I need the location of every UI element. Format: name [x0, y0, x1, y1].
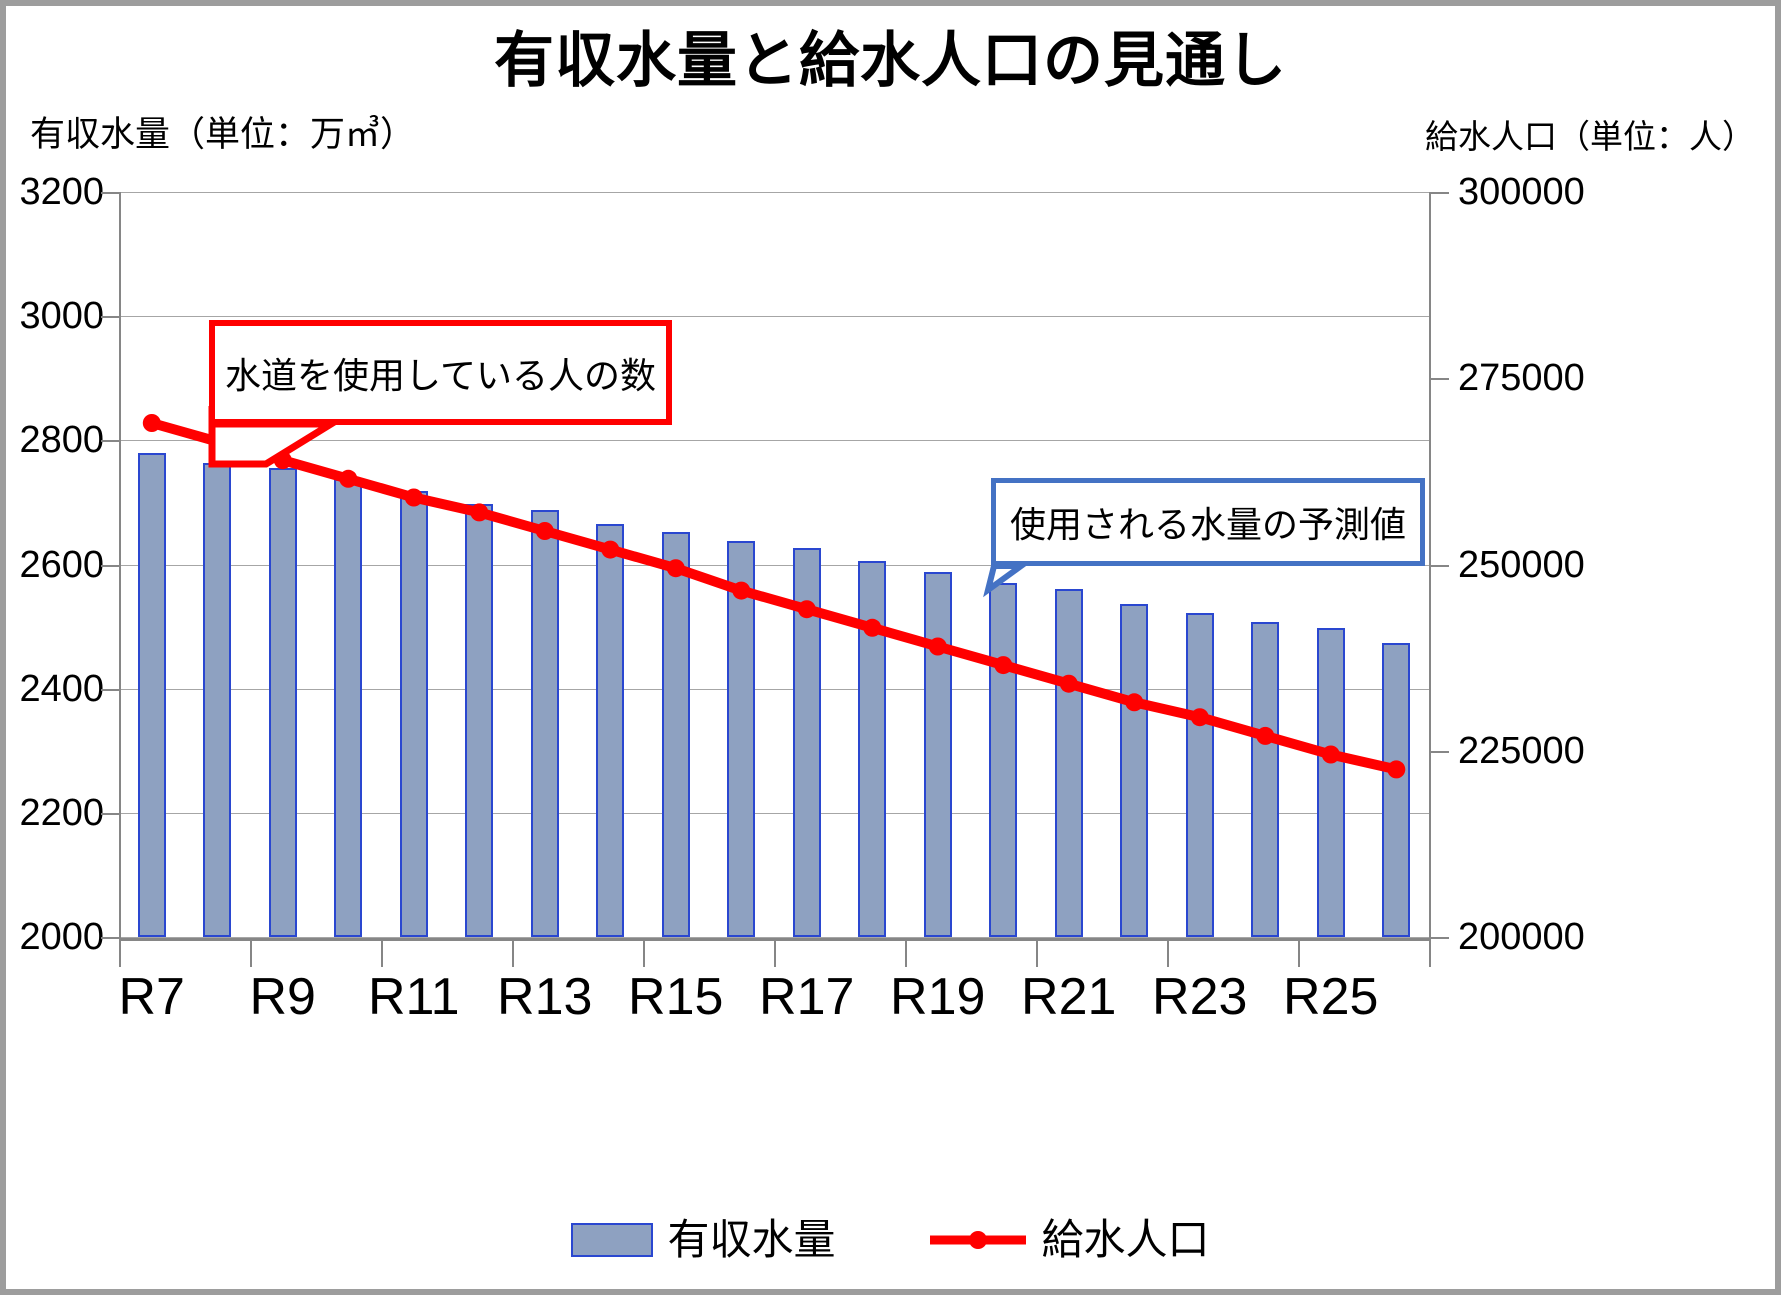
bar	[1316, 627, 1345, 937]
category-tick-label: R21	[1021, 968, 1117, 1026]
category-tick-mark	[1429, 941, 1431, 967]
left-axis-tick-mark	[101, 564, 119, 567]
bar	[1054, 589, 1083, 937]
bar	[858, 561, 887, 937]
bar	[661, 531, 690, 937]
callout-forecast-text: 使用される水量の予測値	[1009, 504, 1406, 545]
category-tick-label: R23	[1152, 968, 1248, 1026]
bar	[137, 452, 166, 937]
right-axis-tick-mark	[1431, 378, 1449, 381]
left-axis-tick-mark	[101, 688, 119, 691]
legend-label-yushu-suiryo: 有収水量	[667, 1216, 836, 1263]
category-tick-label: R15	[628, 968, 724, 1026]
category-tick-mark	[512, 941, 514, 967]
gridline	[119, 688, 1429, 690]
bar	[1120, 603, 1149, 937]
bar	[1382, 643, 1411, 937]
left-axis-tick-label: 3000	[19, 295, 104, 338]
right-axis-tick-label: 275000	[1458, 357, 1585, 400]
chart-canvas: 有収水量と給水人口の見通し 有収水量（単位：万㎥） 給水人口（単位：人） 200…	[6, 6, 1775, 1289]
category-tick-mark	[643, 941, 645, 967]
category-tick-label: R11	[367, 968, 460, 1026]
bar	[334, 479, 363, 937]
left-axis-tick-mark	[101, 812, 119, 815]
gridline	[119, 316, 1429, 318]
legend-bar-swatch-icon	[571, 1223, 654, 1257]
gridline	[119, 937, 1429, 938]
bar	[1251, 621, 1280, 937]
category-tick-mark	[1036, 941, 1038, 967]
callout-population[interactable]: 水道を使用している人の数	[209, 320, 672, 425]
category-tick-mark	[250, 941, 252, 967]
category-tick-mark	[774, 941, 776, 967]
category-tick-mark	[119, 941, 121, 967]
chart-title: 有収水量と給水人口の見通し	[494, 27, 1287, 94]
bar	[268, 468, 297, 937]
left-axis-tick-label: 3200	[19, 171, 104, 213]
left-axis-tick-mark	[101, 192, 119, 194]
bar	[530, 509, 559, 937]
right-axis-tick-mark	[1431, 192, 1449, 194]
left-axis-tick-label: 2200	[19, 791, 104, 834]
bar	[465, 504, 494, 937]
category-tick-label: R9	[249, 968, 316, 1026]
right-axis-tick-mark	[1431, 564, 1449, 567]
category-axis-line	[119, 938, 1431, 941]
bar	[1185, 612, 1214, 937]
legend-label-kyusui-jinko: 給水人口	[1041, 1216, 1210, 1263]
right-axis-tick-label: 300000	[1458, 171, 1585, 213]
right-axis-tick-label: 200000	[1458, 916, 1585, 958]
bar	[923, 571, 952, 937]
left-axis-tick-label: 2800	[19, 419, 104, 462]
bar	[727, 540, 756, 937]
gridline	[119, 192, 1429, 193]
left-axis-tick-label: 2400	[19, 667, 104, 710]
bar	[203, 463, 232, 937]
legend-item-kyusui-jinko[interactable]: 給水人口	[928, 1219, 1210, 1261]
right-axis-tick-mark	[1431, 750, 1449, 753]
category-tick-mark	[381, 941, 383, 967]
left-axis-tick-label: 2000	[19, 916, 104, 958]
category-tick-label: R7	[118, 968, 185, 1026]
bar	[792, 547, 821, 937]
category-tick-label: R13	[497, 968, 593, 1026]
bar	[399, 491, 428, 937]
category-tick-label: R25	[1283, 968, 1379, 1026]
callout-forecast[interactable]: 使用される水量の予測値	[991, 478, 1425, 566]
left-axis-tick-mark	[101, 440, 119, 443]
category-tick-label: R17	[759, 968, 855, 1026]
legend-line-marker-icon	[928, 1229, 1028, 1251]
category-tick-mark	[1298, 941, 1300, 967]
callout-population-text: 水道を使用している人の数	[225, 354, 656, 396]
right-axis-title: 給水人口（単位：人）	[1425, 118, 1755, 155]
left-axis-tick-mark	[101, 316, 119, 319]
left-axis-tick-mark	[101, 937, 119, 939]
right-axis-tick-label: 250000	[1458, 543, 1585, 586]
left-axis-line	[119, 192, 121, 939]
left-axis-title: 有収水量（単位：万㎥）	[30, 115, 416, 154]
bar	[989, 583, 1018, 937]
right-axis-tick-mark	[1431, 937, 1449, 939]
legend-item-yushu-suiryo[interactable]: 有収水量	[571, 1216, 836, 1263]
left-axis-tick-label: 2600	[19, 543, 104, 586]
chart-legend: 有収水量 給水人口	[6, 1219, 1775, 1261]
category-tick-mark	[1167, 941, 1169, 967]
category-tick-label: R19	[890, 968, 986, 1026]
right-axis-line	[1429, 192, 1431, 939]
bar	[596, 524, 625, 937]
right-axis-tick-label: 225000	[1458, 729, 1585, 772]
gridline	[119, 812, 1429, 814]
category-tick-mark	[905, 941, 907, 967]
